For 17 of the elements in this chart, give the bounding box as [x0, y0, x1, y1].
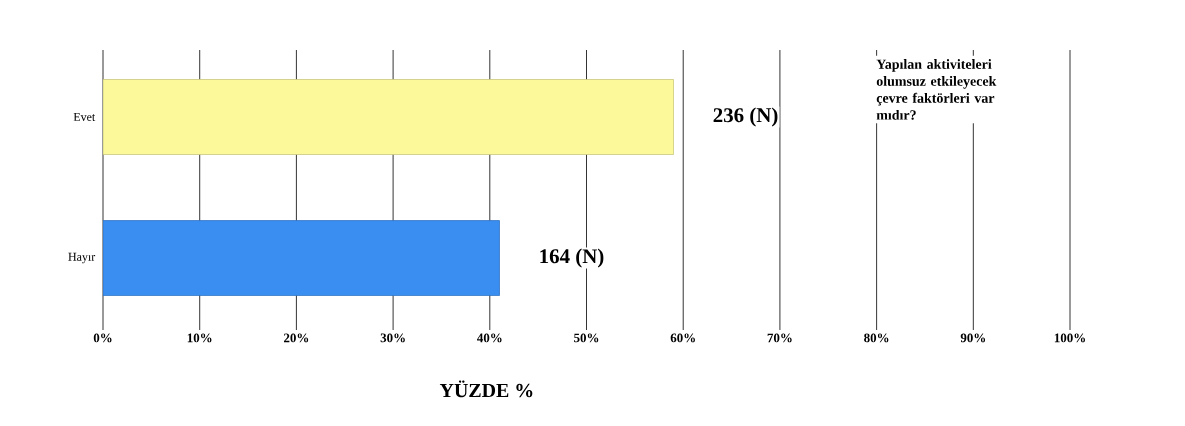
- x-tick-label: 80%: [864, 333, 889, 343]
- annotation: 164 (N): [540, 248, 604, 268]
- x-tick-label: 90%: [960, 333, 986, 343]
- x-tick-label: 20%: [284, 333, 309, 343]
- x-tick-label: 60%: [670, 333, 695, 343]
- annotation: 236 (N): [713, 107, 778, 127]
- x-tick-label: 50%: [574, 333, 599, 343]
- x-tick-label: 0%: [93, 333, 112, 343]
- x-tick-label: 70%: [767, 333, 792, 343]
- text: Yapılan aktiviteleri olumsuz etkileyecek çevre faktörleri var mıdır?: [876, 59, 997, 120]
- x-tick-label: 10%: [187, 333, 212, 343]
- x-tick-label: 30%: [380, 333, 405, 343]
- x-tick-label: 100%: [1054, 333, 1085, 343]
- x-axis-title: YÜZDE %: [439, 380, 533, 398]
- y-tick-label: Hayır: [68, 252, 96, 264]
- y-tick-label: Evet: [73, 113, 96, 121]
- x-tick-label: 40%: [477, 333, 502, 343]
